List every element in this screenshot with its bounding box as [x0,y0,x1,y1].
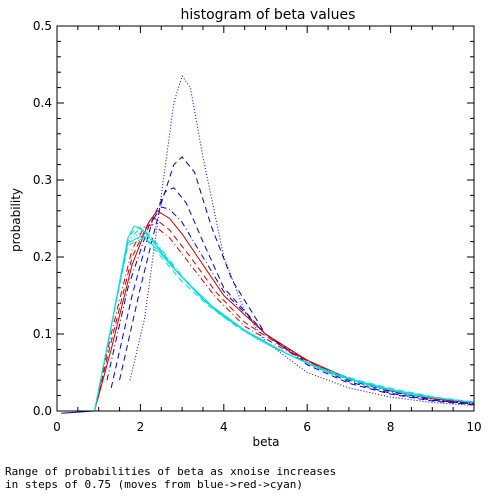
series-line-13 [95,238,475,411]
series-line-6 [95,219,475,412]
y-tick-label: 0.4 [33,96,52,110]
caption-line-1: Range of probabilities of beta as xnoise… [5,465,336,478]
series-line-7 [95,225,475,411]
series-line-5 [95,211,475,411]
axis-ticks: 0 2 4 6 8 10 0.0 0.1 0.2 0.3 0.4 0.5 [33,19,482,434]
y-tick-label: 0.0 [33,404,52,418]
x-tick-label: 0 [53,420,61,434]
y-tick-label: 0.5 [33,19,52,33]
series-line-1 [130,76,474,406]
series-line-12 [95,235,475,411]
y-tick-label: 0.2 [33,250,52,264]
series-line-9 [95,228,475,411]
x-tick-label: 2 [137,420,145,434]
chart-title: histogram of beta values [181,7,356,23]
x-tick-label: 8 [387,420,395,434]
x-tick-label: 6 [303,420,311,434]
caption-line-2: in steps of 0.75 (moves from blue->red->… [5,478,303,491]
x-axis-label: beta [252,435,279,449]
series-line-8 [95,226,475,411]
y-tick-label: 0.3 [33,173,52,187]
x-tick-label: 10 [466,420,481,434]
series-line-10 [95,230,475,411]
series-line-4 [107,207,474,404]
series-line-11 [95,232,475,411]
series-line-2 [120,157,475,405]
y-axis-label: probability [9,188,23,252]
y-tick-label: 0.1 [33,327,52,341]
series-line-3 [111,188,474,404]
series-lines [61,76,474,413]
x-tick-label: 4 [220,420,228,434]
